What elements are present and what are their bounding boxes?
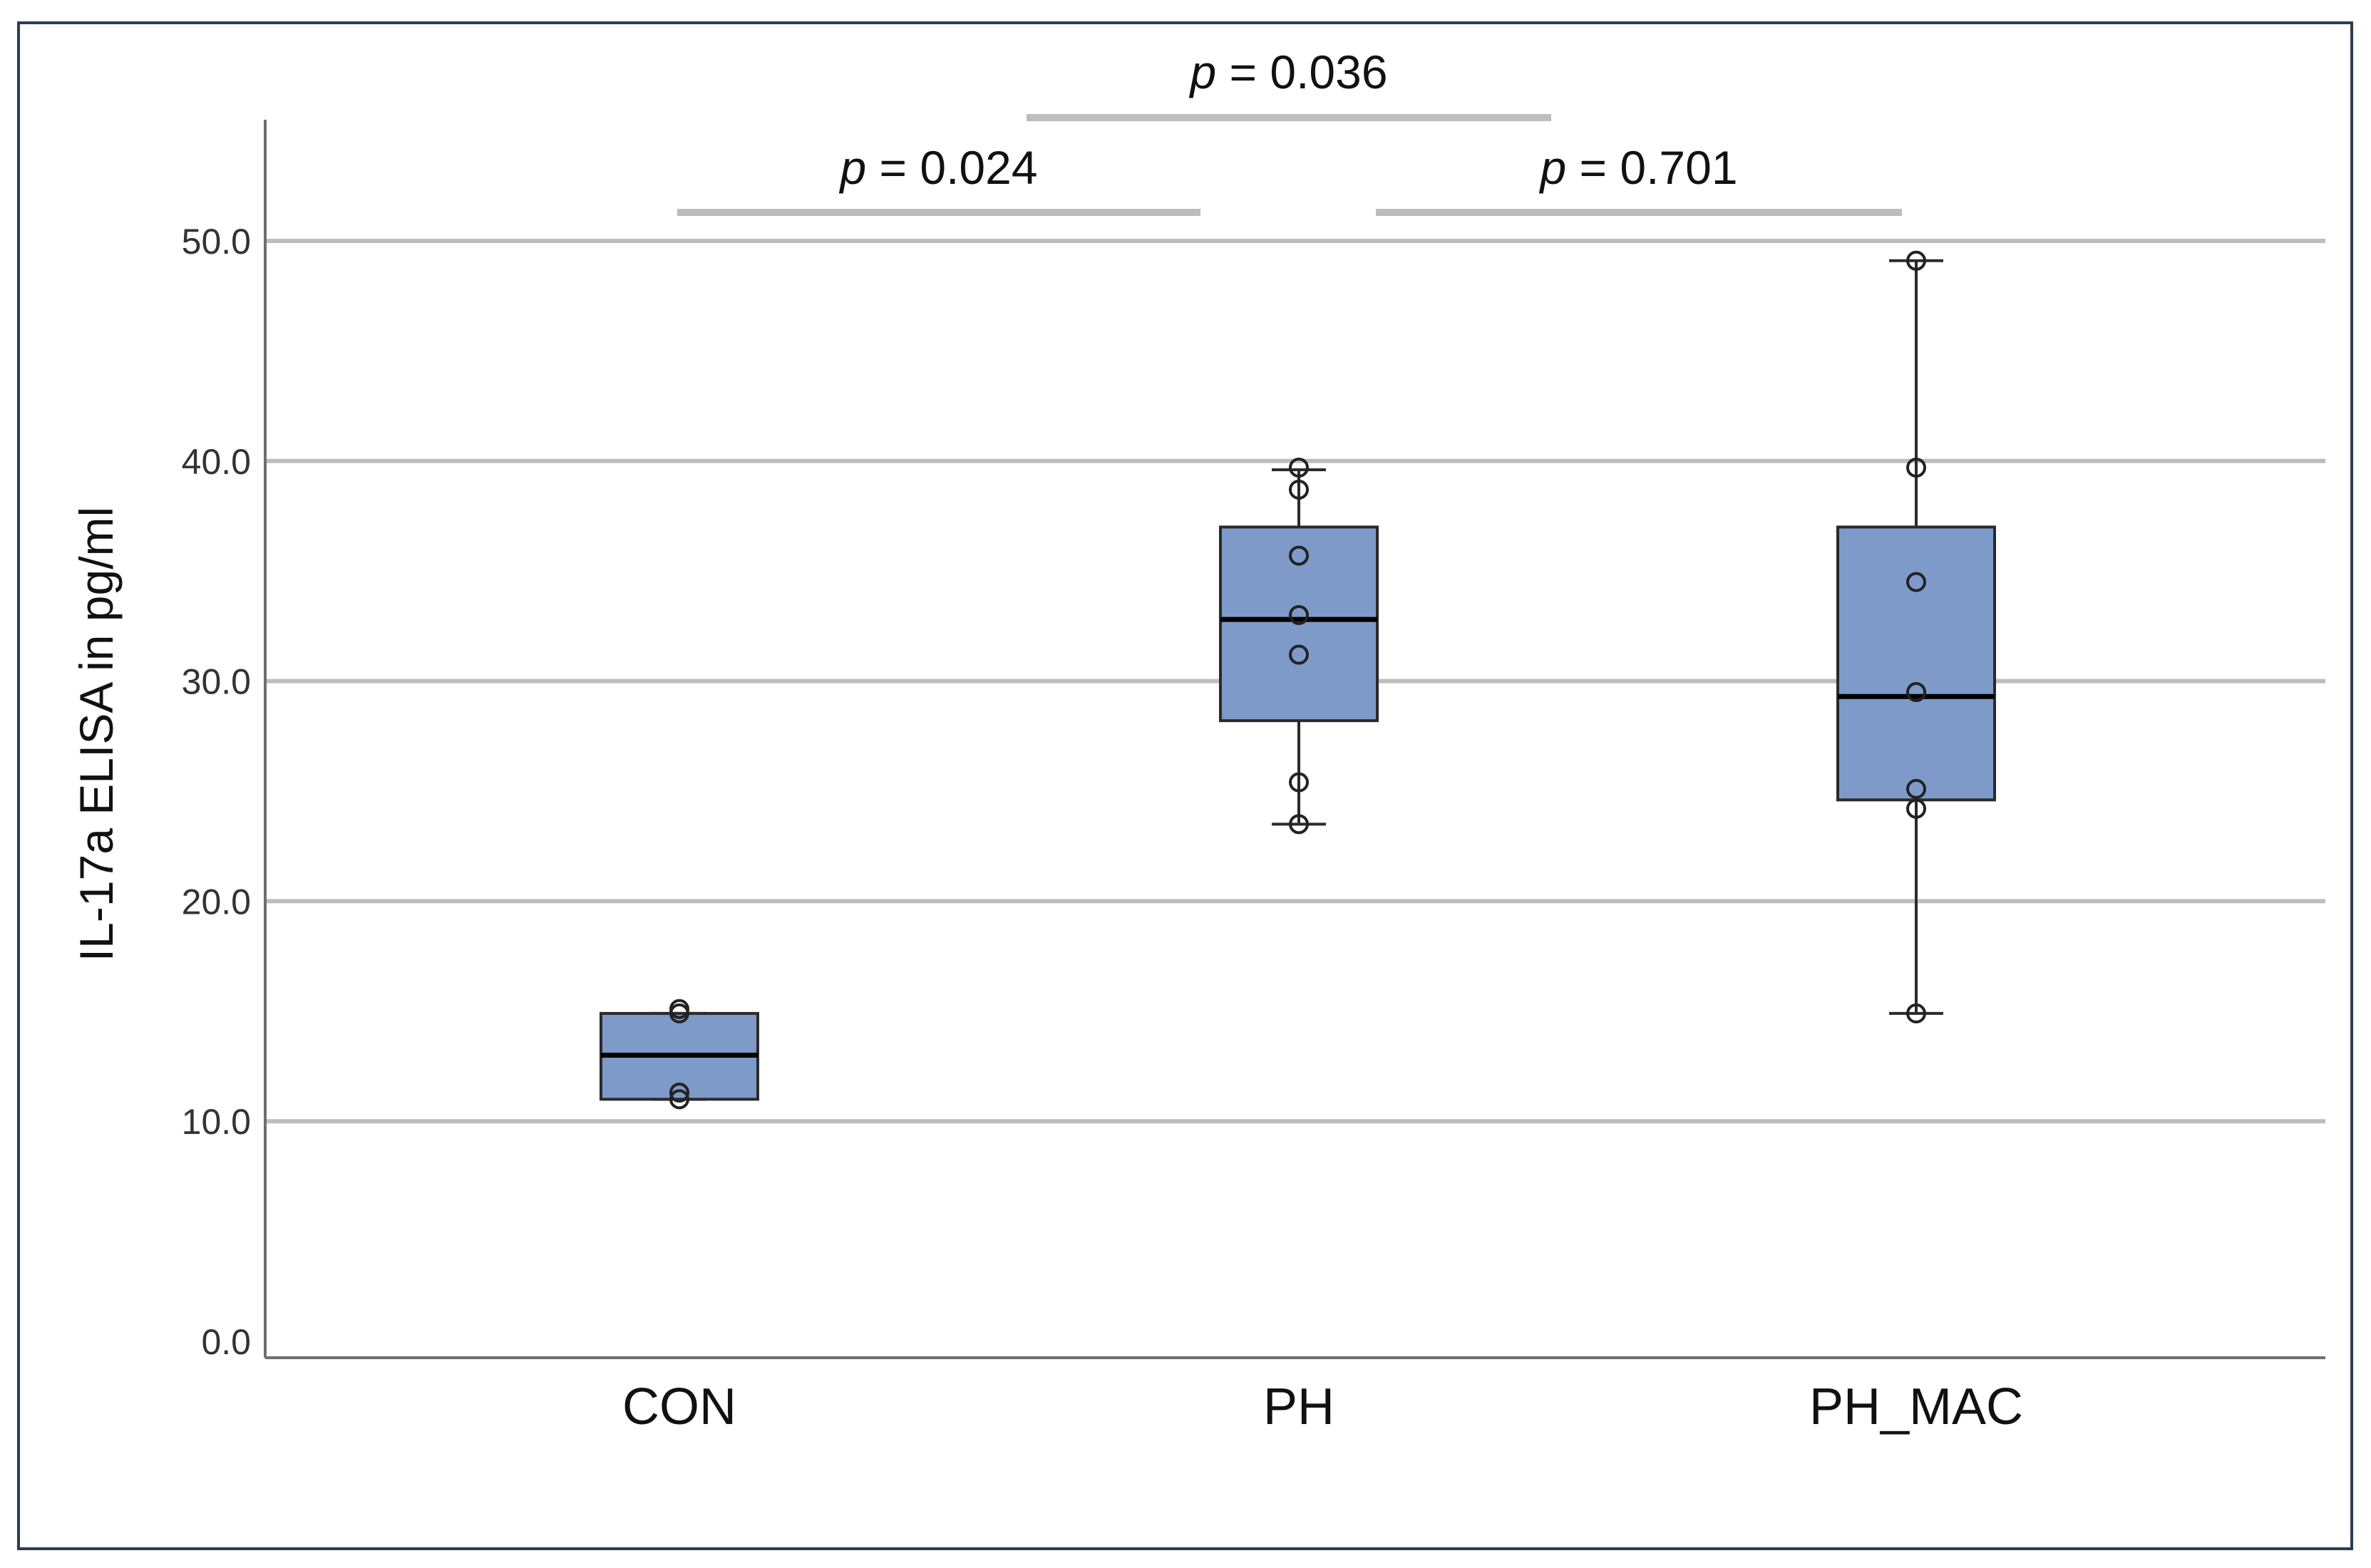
data-point — [669, 1083, 689, 1103]
y-tick-label: 10.0 — [182, 1102, 251, 1142]
data-point — [1289, 644, 1309, 665]
y-axis-label: IL-17a ELISA in pg/ml — [70, 507, 123, 961]
data-point — [1906, 250, 1926, 271]
p-symbol: p — [1538, 141, 1566, 194]
axes — [264, 120, 2325, 1359]
box-ph_mac — [1836, 250, 1996, 1023]
y-tick-label: 0.0 — [201, 1322, 251, 1362]
data-point — [1289, 479, 1309, 500]
data-point — [1289, 604, 1309, 625]
data-point — [1289, 772, 1309, 793]
box-con — [600, 999, 759, 1110]
box-iqr — [1836, 525, 1996, 802]
data-point — [1906, 458, 1926, 478]
p-value: = 0.701 — [1566, 141, 1737, 194]
x-tick-label-con: CON — [622, 1378, 736, 1435]
box-ph — [1219, 458, 1379, 835]
bracket-ph-ph_mac: p = 0.701 — [1376, 141, 1902, 216]
data-point — [1289, 814, 1309, 835]
data-point — [1906, 1003, 1926, 1023]
p-value: = 0.036 — [1216, 46, 1387, 98]
p-value-label: p = 0.024 — [838, 141, 1037, 194]
p-symbol: p — [1188, 46, 1216, 98]
y-tick-label: 40.0 — [182, 442, 251, 482]
data-point — [669, 1003, 689, 1023]
y-tick-label: 50.0 — [182, 222, 251, 262]
x-tick-label-ph_mac: PH_MAC — [1809, 1378, 2023, 1435]
x-tick-label-ph: PH — [1263, 1378, 1334, 1435]
p-value-label: p = 0.701 — [1538, 141, 1737, 194]
bracket-con-ph: p = 0.024 — [677, 141, 1200, 216]
data-point — [1289, 545, 1309, 566]
data-point — [1906, 778, 1926, 799]
chart-text: 0.0 10.0 20.0 30.0 40.0 50.0 IL-17a ELISA in p… — [70, 222, 2023, 1435]
y-tick-label: 30.0 — [182, 662, 251, 702]
y-tick-label: 20.0 — [182, 882, 251, 922]
p-symbol: p — [838, 141, 866, 194]
bracket-con-ph_mac: p = 0.036 — [1027, 46, 1551, 121]
data-point — [1289, 458, 1309, 478]
data-point — [1906, 798, 1926, 819]
data-point — [1906, 682, 1926, 703]
gridlines — [265, 239, 2325, 1124]
boxes — [600, 250, 1996, 1110]
p-value-label: p = 0.036 — [1188, 46, 1387, 98]
p-value: = 0.024 — [866, 141, 1037, 194]
data-point — [1906, 572, 1926, 592]
data-point — [669, 1089, 689, 1110]
